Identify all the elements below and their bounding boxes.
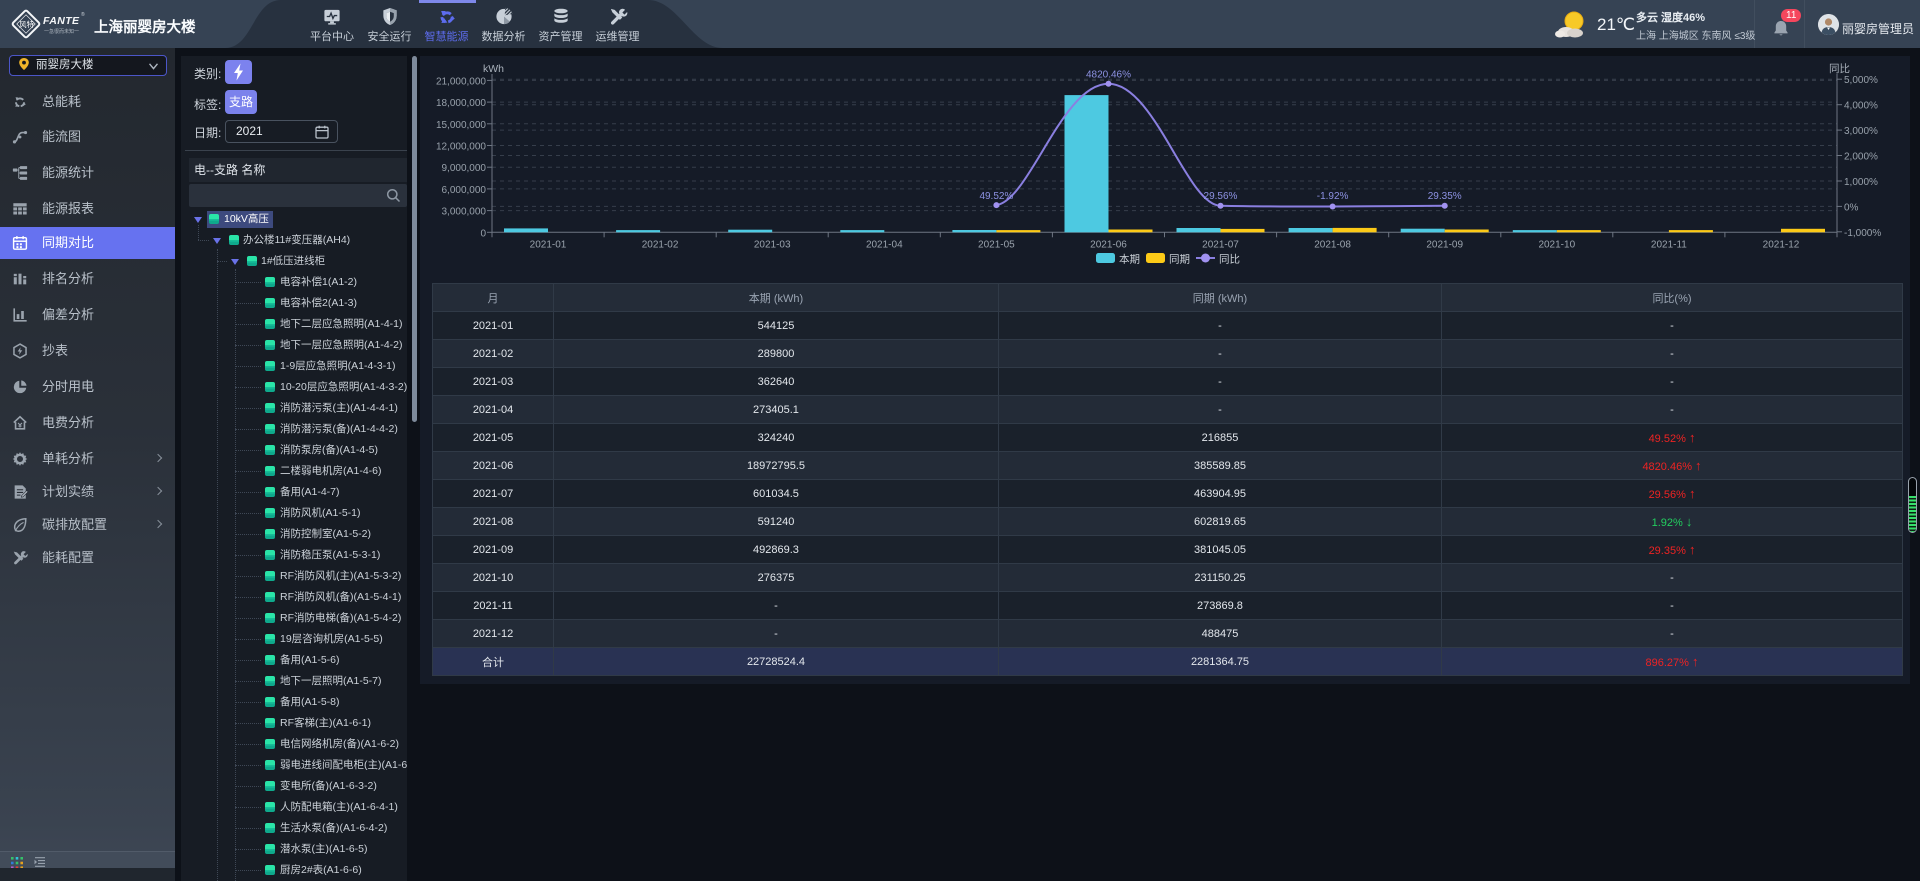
svg-text:49.52%: 49.52% [979,191,1013,202]
svg-text:2,000%: 2,000% [1844,152,1878,163]
svg-text:-1.92%: -1.92% [1317,191,1349,202]
svg-text:2021-11: 2021-11 [1651,240,1687,251]
svg-text:同比: 同比 [1219,253,1240,266]
svg-text:2021-07: 2021-07 [1202,240,1239,251]
svg-text:2021-09: 2021-09 [1426,240,1463,251]
svg-text:15,000,000: 15,000,000 [436,120,486,131]
svg-text:2021-08: 2021-08 [1314,240,1351,251]
svg-text:3,000%: 3,000% [1844,126,1878,137]
svg-text:18,000,000: 18,000,000 [436,98,486,109]
svg-text:3,000,000: 3,000,000 [442,207,487,218]
svg-text:2021-10: 2021-10 [1538,240,1575,251]
svg-text:一急很而未知一: 一急很而未知一 [44,28,79,35]
svg-text:2021-04: 2021-04 [866,240,903,251]
svg-text:6,000,000: 6,000,000 [442,185,487,196]
svg-text:2021-05: 2021-05 [978,240,1015,251]
svg-text:2021-02: 2021-02 [642,240,679,251]
svg-text:本期: 本期 [1119,253,1140,266]
svg-text:2021-03: 2021-03 [754,240,791,251]
svg-text:-1,000%: -1,000% [1844,228,1881,239]
svg-text:2021-01: 2021-01 [530,240,567,251]
svg-text:®: ® [81,11,85,18]
svg-text:0: 0 [480,228,486,239]
svg-text:同比: 同比 [1829,62,1850,75]
svg-text:5,000%: 5,000% [1844,75,1878,86]
svg-text:2021-06: 2021-06 [1090,240,1127,251]
svg-text:2021-12: 2021-12 [1763,240,1800,251]
svg-text:同期: 同期 [1169,254,1190,266]
svg-text:9,000,000: 9,000,000 [442,163,487,174]
svg-text:风特: 风特 [19,19,34,29]
svg-text:29.35%: 29.35% [1428,191,1462,202]
svg-text:1,000%: 1,000% [1844,177,1878,188]
svg-text:0%: 0% [1844,202,1859,213]
svg-text:21,000,000: 21,000,000 [436,76,486,87]
svg-text:FANTE: FANTE [43,15,80,27]
svg-text:4820.46%: 4820.46% [1086,70,1131,81]
svg-text:4,000%: 4,000% [1844,101,1878,112]
svg-text:29.56%: 29.56% [1204,191,1238,202]
svg-text:kWh: kWh [483,63,504,75]
svg-text:12,000,000: 12,000,000 [436,142,486,153]
